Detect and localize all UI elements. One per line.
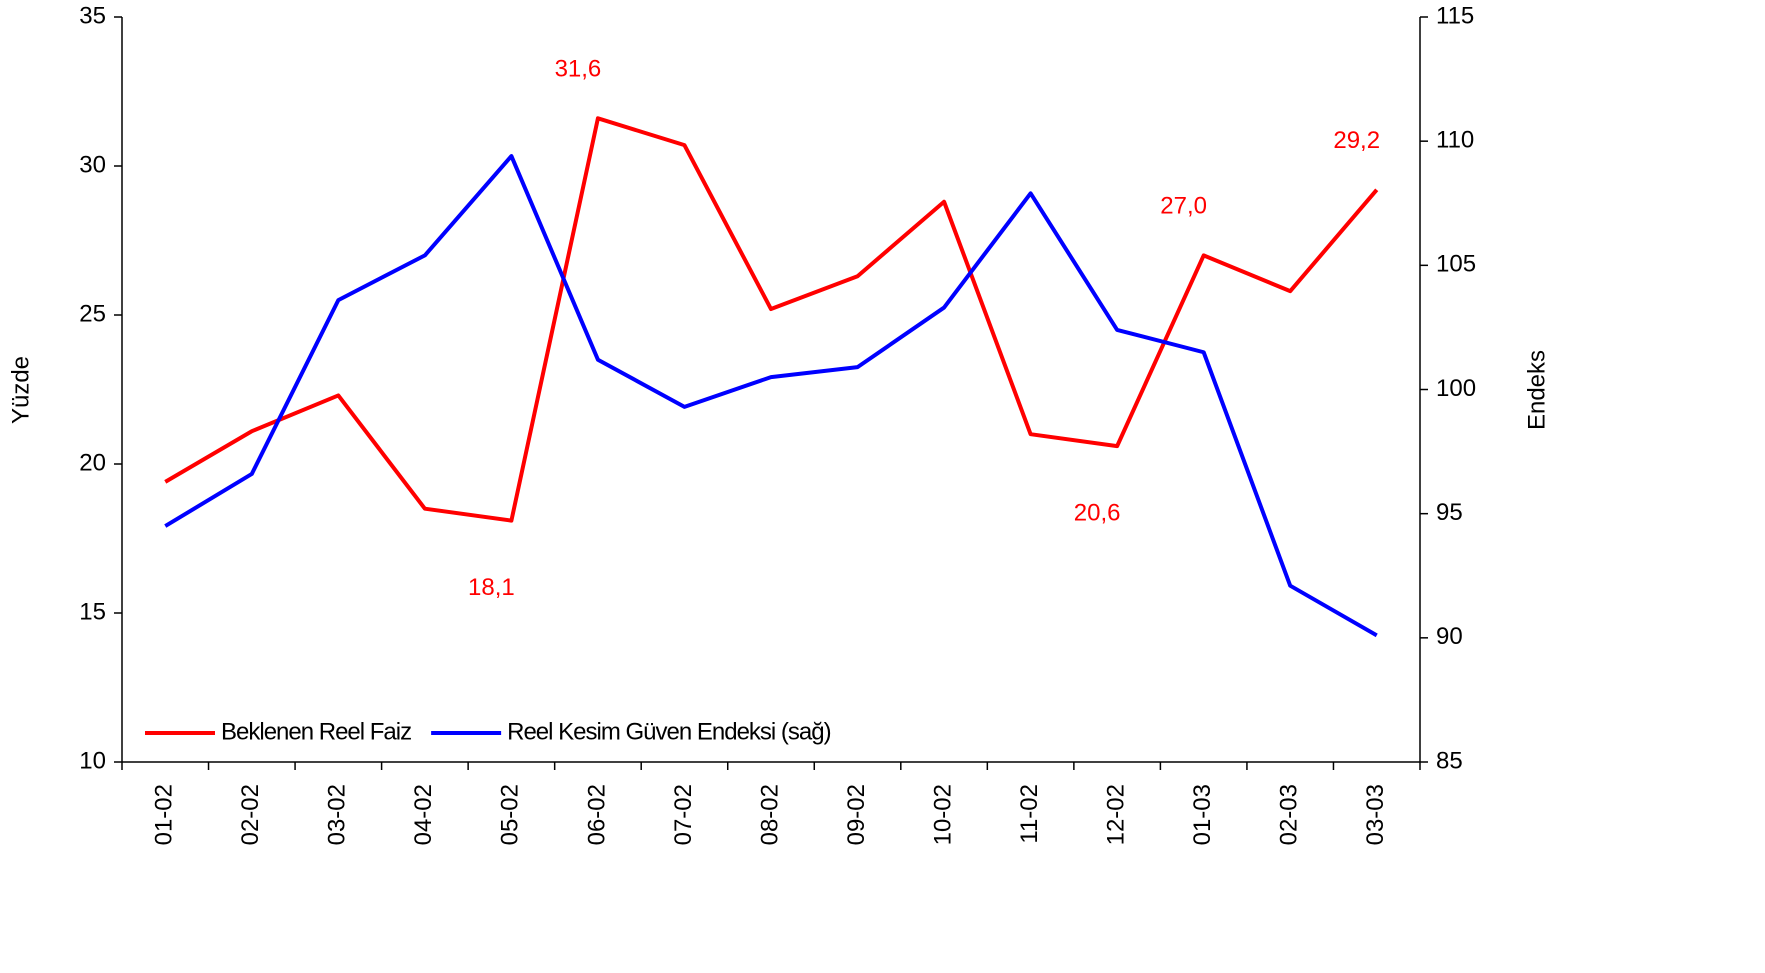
x-tick-label: 09-02: [843, 784, 870, 845]
x-tick-label: 02-03: [1276, 784, 1303, 845]
y-tick-label: 30: [79, 151, 106, 178]
data-label: 29,2: [1333, 127, 1380, 154]
data-label: 18,1: [468, 574, 515, 601]
y2-tick-label: 110: [1436, 127, 1474, 154]
legend-label: Reel Kesim Güven Endeksi (sağ): [507, 718, 830, 745]
x-tick-label: 08-02: [756, 784, 783, 845]
x-tick-label: 12-02: [1102, 784, 1129, 845]
y-axis-label: Yüzde: [7, 356, 34, 424]
x-tick-label: 06-02: [583, 784, 610, 845]
y2-axis-label: Endeks: [1523, 350, 1550, 430]
y-tick-label: 25: [79, 300, 106, 327]
data-label: 31,6: [555, 56, 602, 83]
x-tick-label: 03-03: [1362, 784, 1389, 845]
x-tick-label: 02-02: [237, 784, 264, 845]
line-series: [164, 154, 1378, 638]
y-tick-label: 10: [79, 747, 106, 774]
x-tick-label: 10-02: [929, 784, 956, 845]
x-tick-label: 03-02: [324, 784, 351, 845]
y2-tick-label: 95: [1436, 499, 1463, 526]
y-tick-label: 20: [79, 449, 106, 476]
y2-tick-label: 105: [1436, 251, 1476, 278]
y-tick-label: 35: [79, 2, 106, 29]
data-label: 27,0: [1160, 193, 1207, 220]
y-tick-label: 15: [79, 598, 106, 625]
x-tick-label: 04-02: [410, 784, 437, 845]
x-tick-label: 11-02: [1016, 784, 1043, 844]
line-series: [164, 116, 1379, 523]
y2-tick-label: 85: [1436, 747, 1463, 774]
y2-tick-label: 90: [1436, 623, 1463, 650]
y2-tick-label: 100: [1436, 375, 1476, 402]
x-tick-label: 05-02: [497, 784, 524, 845]
legend-label: Beklenen Reel Faiz: [221, 718, 411, 745]
x-tick-label: 01-02: [151, 784, 178, 845]
data-label: 20,6: [1074, 499, 1121, 526]
x-tick-label: 01-03: [1189, 784, 1216, 845]
x-tick-label: 07-02: [670, 784, 697, 845]
y2-tick-label: 115: [1436, 2, 1474, 29]
